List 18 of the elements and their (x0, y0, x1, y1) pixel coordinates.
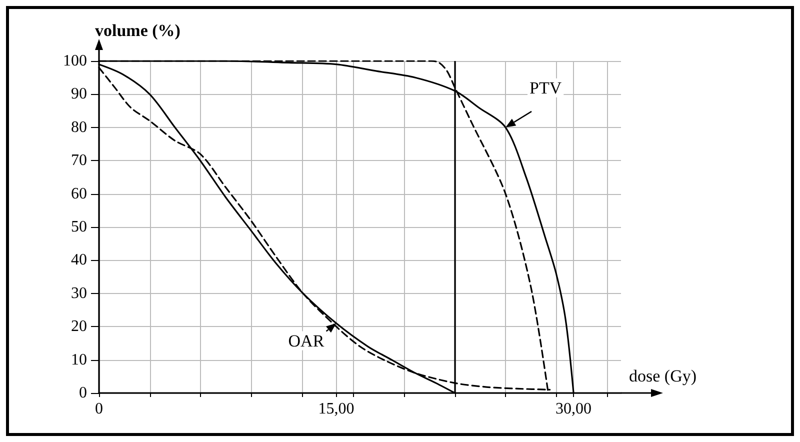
annotation: OAR (288, 331, 325, 350)
y-tick-label: 30 (71, 284, 87, 302)
x-tick-label: 30,00 (556, 400, 592, 418)
y-tick-label: 60 (71, 185, 87, 202)
x-tick-label: 15,00 (318, 400, 354, 418)
y-tick-label: 90 (71, 86, 87, 103)
y-axis-title: volume (%) (95, 21, 180, 40)
y-tick-label: 70 (71, 152, 87, 170)
y-tick-label: 10 (71, 351, 87, 368)
y-tick-label: 20 (71, 318, 87, 336)
y-tick-label: 50 (71, 218, 87, 236)
y-tick-label: 100 (63, 52, 87, 70)
y-tick-label: 0 (79, 384, 87, 402)
x-tick-label: 0 (95, 400, 103, 418)
annotation: PTV (530, 78, 562, 98)
y-tick-label: 80 (71, 118, 87, 136)
x-axis-title: dose (Gy) (629, 366, 697, 386)
y-tick-label: 40 (71, 252, 87, 269)
